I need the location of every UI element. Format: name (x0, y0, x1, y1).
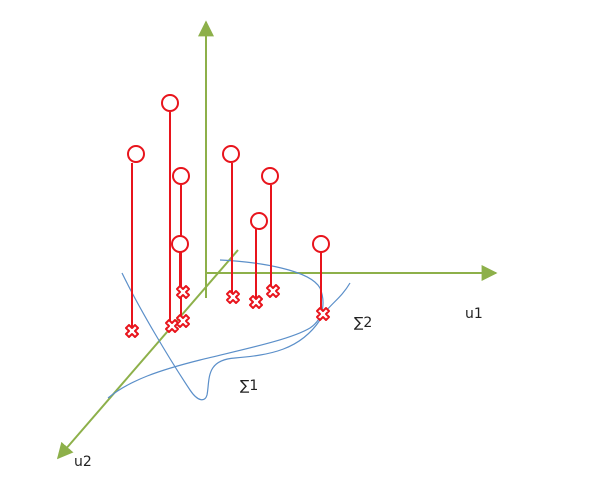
stem-6 (249, 212, 268, 309)
sigma2-curve (107, 259, 324, 399)
cross-icon (316, 307, 330, 321)
axis-u2-label: u2 (74, 454, 92, 470)
cross-icon (176, 285, 190, 299)
stem-2 (161, 94, 179, 333)
sigma1-label: ∑1 (240, 378, 258, 394)
circle-marker (127, 145, 145, 163)
distribution-curves (107, 259, 351, 401)
circle-marker (261, 167, 279, 185)
stem-4 (171, 235, 190, 299)
circle-marker (171, 235, 189, 253)
axis-u2 (56, 249, 239, 460)
cross-icon (226, 290, 240, 304)
stem-7 (261, 167, 280, 298)
sigma2-label: ∑2 (354, 315, 372, 331)
stem-5 (222, 145, 240, 304)
circle-marker (172, 167, 190, 185)
circle-marker (250, 212, 268, 230)
circle-marker (161, 94, 179, 112)
axes (56, 20, 498, 460)
cross-icon (125, 324, 139, 338)
stem-1 (125, 145, 145, 338)
circle-marker (312, 235, 330, 253)
cross-icon (165, 319, 179, 333)
cross-icon (249, 295, 263, 309)
axis-u1-label: u1 (465, 306, 483, 322)
data-stems (125, 94, 330, 338)
cross-icon (266, 284, 280, 298)
stem-8 (312, 235, 330, 321)
cross-icon (176, 314, 190, 328)
circle-marker (222, 145, 240, 163)
